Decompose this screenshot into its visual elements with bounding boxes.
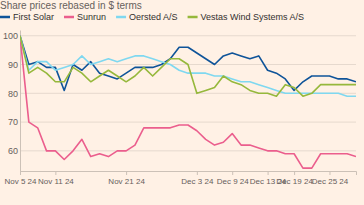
x-tick-label: Nov 11 24 [38, 177, 74, 186]
legend-label: First Solar [13, 12, 54, 22]
background [0, 0, 364, 205]
x-tick: Dec 3 24 [181, 171, 214, 186]
y-axis: 60 70 80 90 100 [3, 31, 21, 172]
y-tick: 100 [3, 31, 20, 41]
legend-swatch [64, 16, 74, 19]
x-tick: Dec 25 24 [312, 171, 349, 186]
grid-line [20, 35, 356, 36]
x-tick-label: Dec 19 24 [276, 177, 313, 186]
x-tick: Dec 19 24 [276, 171, 313, 186]
x-axis-line [21, 172, 357, 176]
legend-item: First Solar [0, 12, 54, 22]
y-tick-label: 100 [3, 31, 18, 41]
x-tick-label: Dec 3 24 [181, 177, 214, 186]
x-tick-mark [197, 171, 198, 175]
legend-item: Sunrun [64, 12, 106, 22]
legend-swatch [116, 16, 126, 19]
legend-label: Sunrun [77, 12, 106, 22]
series-line [20, 36, 356, 168]
x-tick-label: Dec 25 24 [312, 177, 349, 186]
x-tick-label: Nov 21 24 [108, 177, 145, 186]
y-tick-label: 60 [8, 146, 18, 156]
legend-item: Oersted A/S [116, 12, 178, 22]
x-tick: Nov 5 24 [4, 171, 37, 186]
legend: First Solar Sunrun Oersted A/S Vestas Wind … [0, 12, 304, 22]
y-tick-label: 90 [8, 60, 18, 70]
y-tick-label: 80 [8, 89, 18, 99]
x-tick: Dec 9 24 [217, 171, 250, 186]
y-tick: 90 [8, 60, 20, 70]
legend-label: Oersted A/S [129, 12, 178, 22]
x-tick-mark [268, 171, 269, 175]
y-tick: 60 [8, 146, 20, 156]
grid-line [20, 150, 356, 151]
x-tick-mark [329, 171, 330, 175]
grid-line [20, 122, 356, 123]
legend-item: Vestas Wind Systems A/S [188, 12, 305, 22]
y-tick-label: 70 [8, 117, 18, 127]
y-tick: 80 [8, 89, 20, 99]
legend-swatch [188, 16, 198, 19]
x-tick-mark [20, 171, 21, 175]
x-tick-mark [55, 171, 56, 175]
x-tick: Nov 21 24 [108, 171, 145, 186]
subtitle: Share prices rebased in $ terms [0, 0, 142, 11]
plot-area [20, 36, 356, 168]
x-tick-mark [294, 171, 295, 175]
series-line [20, 36, 356, 96]
x-tick-label: Nov 5 24 [4, 177, 37, 186]
x-tick-label: Dec 9 24 [217, 177, 250, 186]
x-tick-mark [232, 171, 233, 175]
y-tick: 70 [8, 117, 20, 127]
chart: Share prices rebased in $ termsFirst Sol… [0, 0, 364, 205]
x-axis: Nov 5 24Nov 11 24 Nov 21 24 Dec 3 24Dec 9 … [4, 171, 356, 186]
x-tick-mark [126, 171, 127, 175]
x-tick: Nov 11 24 [38, 171, 74, 186]
series-line [20, 36, 356, 91]
series-line [20, 36, 356, 96]
grid [20, 36, 356, 151]
legend-label: Vestas Wind Systems A/S [201, 12, 305, 22]
legend-swatch [0, 16, 10, 19]
